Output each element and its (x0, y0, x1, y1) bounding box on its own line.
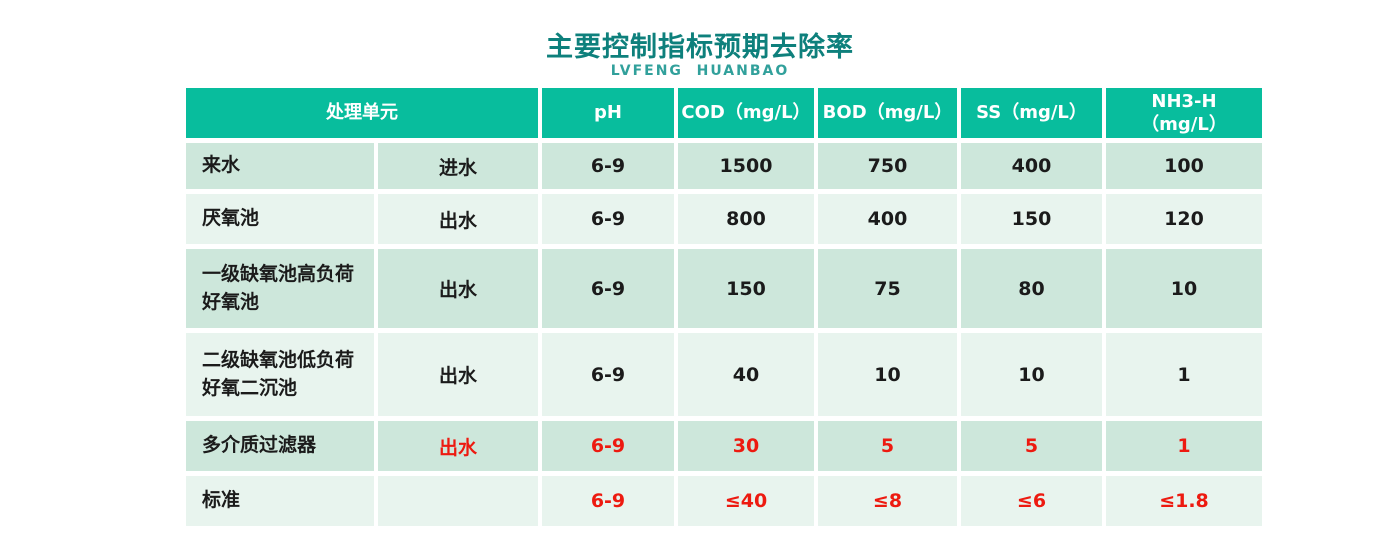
header-cod: COD（mg/L） (678, 88, 814, 138)
row2-cod: 800 (678, 194, 814, 244)
row4-unit: 二级缺氧池低负荷好氧二沉池 (186, 333, 374, 416)
row6-cod: ≤40 (678, 476, 814, 526)
row4-cod: 40 (678, 333, 814, 416)
row4-bod: 10 (818, 333, 957, 416)
row5-ss: 5 (961, 421, 1102, 471)
row1-ss: 400 (961, 143, 1102, 189)
row2-unit: 厌氧池 (186, 194, 374, 244)
header-ss: SS（mg/L） (961, 88, 1102, 138)
row2-stream: 出水 (378, 194, 538, 244)
row2-ph: 6-9 (542, 194, 674, 244)
row6-ss: ≤6 (961, 476, 1102, 526)
page-title: 主要控制指标预期去除率 (546, 32, 854, 63)
row3-cod: 150 (678, 249, 814, 328)
row2-ss: 150 (961, 194, 1102, 244)
row5-stream: 出水 (378, 421, 538, 471)
page-subtitle: LVFENG HUANBAO (610, 63, 790, 79)
row5-nh3: 1 (1106, 421, 1262, 471)
row4-stream: 出水 (378, 333, 538, 416)
row1-stream: 进水 (378, 143, 538, 189)
row3-stream: 出水 (378, 249, 538, 328)
row1-nh3: 100 (1106, 143, 1262, 189)
row4-nh3: 1 (1106, 333, 1262, 416)
row3-unit: 一级缺氧池高负荷好氧池 (186, 249, 374, 328)
row1-ph: 6-9 (542, 143, 674, 189)
row5-ph: 6-9 (542, 421, 674, 471)
row5-cod: 30 (678, 421, 814, 471)
indicators-table: 处理单元 pH COD（mg/L） BOD（mg/L） SS（mg/L） NH3… (186, 88, 1262, 526)
header-unit: 处理单元 (186, 88, 538, 138)
row1-cod: 1500 (678, 143, 814, 189)
row3-ss: 80 (961, 249, 1102, 328)
row6-stream (378, 476, 538, 526)
row6-bod: ≤8 (818, 476, 957, 526)
row5-unit: 多介质过滤器 (186, 421, 374, 471)
row1-bod: 750 (818, 143, 957, 189)
row3-bod: 75 (818, 249, 957, 328)
row4-ss: 10 (961, 333, 1102, 416)
row4-ph: 6-9 (542, 333, 674, 416)
row3-nh3: 10 (1106, 249, 1262, 328)
row1-unit: 来水 (186, 143, 374, 189)
row6-unit: 标准 (186, 476, 374, 526)
header-nh3: NH3-H （mg/L） (1106, 88, 1262, 138)
header-ph: pH (542, 88, 674, 138)
row3-ph: 6-9 (542, 249, 674, 328)
row6-ph: 6-9 (542, 476, 674, 526)
row2-nh3: 120 (1106, 194, 1262, 244)
row6-nh3: ≤1.8 (1106, 476, 1262, 526)
row5-bod: 5 (818, 421, 957, 471)
row2-bod: 400 (818, 194, 957, 244)
header-bod: BOD（mg/L） (818, 88, 957, 138)
